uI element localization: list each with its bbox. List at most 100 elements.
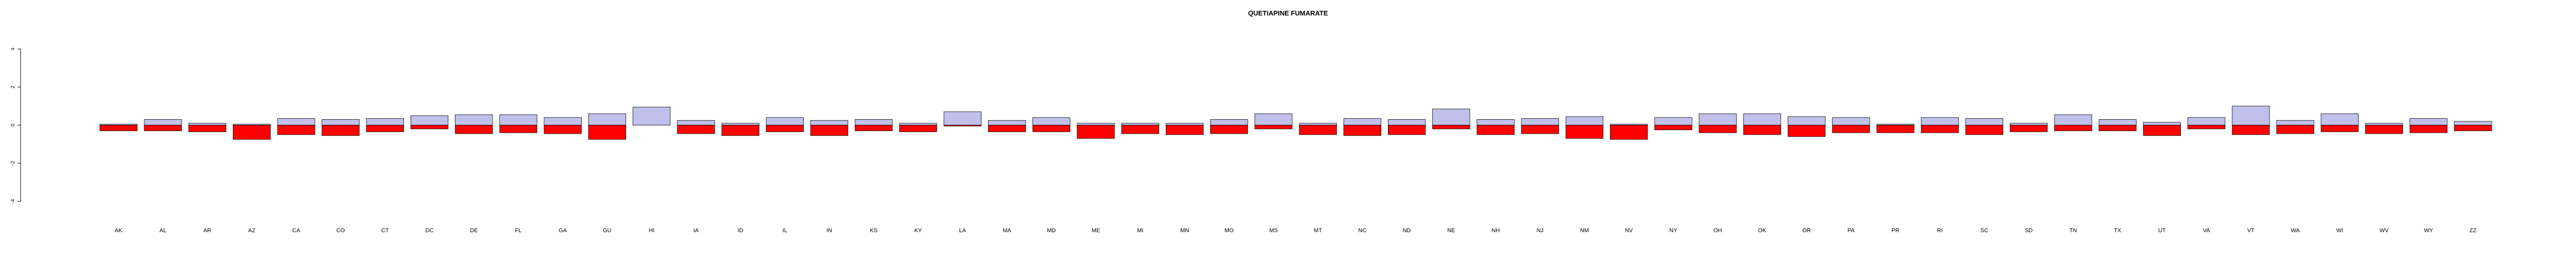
bar-negative [1743,125,1781,135]
bar-group-hi [633,107,671,125]
bar-positive [2054,114,2092,125]
bar-negative [810,125,849,136]
bar-group-nv [1610,124,1648,140]
bar-positive [188,123,227,125]
bar-group-wy [2410,118,2448,133]
bar-positive [2098,119,2137,125]
bar-negative [1165,125,1204,135]
bar-positive [2010,123,2048,125]
bar-positive [544,117,582,125]
bar-positive [766,117,804,125]
bar-positive [1210,119,1248,125]
bar-group-de [455,114,493,134]
bar-negative [499,125,537,133]
bar-negative [1343,125,1381,136]
bar-group-wv [2365,123,2403,134]
bar-group-zz [2454,121,2492,131]
bar-group-ut [2143,122,2181,136]
bar-group-ca [277,118,315,135]
x-tick-label: HI [649,228,654,234]
bar-negative [1077,125,1115,139]
bar-negative [99,125,138,131]
bar-positive [1032,117,1071,125]
bar-positive [2454,121,2492,125]
x-tick-label: KY [914,228,922,234]
bar-positive [810,120,849,125]
x-tick-label: IN [826,228,832,234]
bar-negative [2454,125,2492,131]
bar-negative [1876,125,1914,133]
y-tick-label: -2 [10,160,16,165]
bar-negative [588,125,626,140]
bar-group-nd [1387,119,1426,135]
bar-group-nh [1477,119,1515,135]
bar-group-ms [1255,113,1293,130]
bar-group-or [1787,116,1826,137]
bar-positive [2410,118,2448,125]
bar-negative [1432,125,1470,130]
bar-negative [1565,125,1604,139]
bar-group-pr [1876,124,1914,133]
bar-negative [233,125,271,140]
bar-negative [766,125,804,132]
bar-negative [1787,125,1826,137]
bar-positive [1832,117,1870,125]
bar-positive [2320,113,2359,125]
bar-positive [1165,123,1204,125]
bar-group-mo [1210,119,1248,134]
bar-positive [2365,123,2403,125]
bar-negative [1210,125,1248,134]
bar-negative [1121,125,1159,134]
x-tick-label: ID [738,228,743,234]
bar-group-ia [677,120,715,134]
x-tick-label: GA [558,228,567,234]
x-tick-label: ND [1403,228,1411,234]
x-tick-label: RI [1937,228,1943,234]
x-tick-label: OR [1802,228,1811,234]
bar-group-mn [1165,123,1204,135]
bar-group-pa [1832,117,1870,133]
bar-group-co [321,119,360,136]
bar-negative [1299,125,1337,135]
bar-positive [677,120,715,125]
bar-group-oh [1699,113,1737,133]
bar-negative [2098,125,2137,131]
bar-negative [1255,125,1293,130]
bar-group-in [810,120,849,136]
chart-title: QUETIAPINE FUMARATE [1248,9,1328,17]
x-tick-label: MN [1180,228,1189,234]
x-tick-label: AZ [248,228,256,234]
bar-positive [277,118,315,125]
bar-positive [1743,113,1781,125]
x-tick-label: NH [1492,228,1500,234]
bar-group-al [144,119,182,131]
bar-positive [1387,119,1426,125]
bar-positive [943,111,981,125]
x-tick-label: WI [2336,228,2343,234]
bar-negative [2188,125,2226,130]
bar-positive [588,113,626,125]
bar-positive [1965,118,2004,125]
bar-positive [2276,120,2314,125]
bar-group-mt [1299,123,1337,135]
x-tick-label: IL [783,228,787,234]
bar-negative [366,125,404,132]
x-tick-label: NC [1358,228,1366,234]
bar-positive [1343,118,1381,125]
bar-negative [1921,125,1959,133]
bar-positive [410,115,449,125]
bar-positive [1921,117,1959,125]
bar-negative [2320,125,2359,132]
bar-group-il [766,117,804,132]
bar-group-tx [2098,119,2137,131]
x-tick-label: CO [336,228,345,234]
y-axis: -4 -2 0 2 4 [10,47,21,203]
bar-group-ar [188,123,227,132]
bar-negative [544,125,582,134]
x-tick-label: PR [1891,228,1899,234]
bar-group-sd [2010,123,2048,132]
bar-group-id [721,123,759,136]
x-tick-label: DC [426,228,434,234]
bar-negative [2232,125,2270,135]
x-tick-label: PA [1848,228,1855,234]
